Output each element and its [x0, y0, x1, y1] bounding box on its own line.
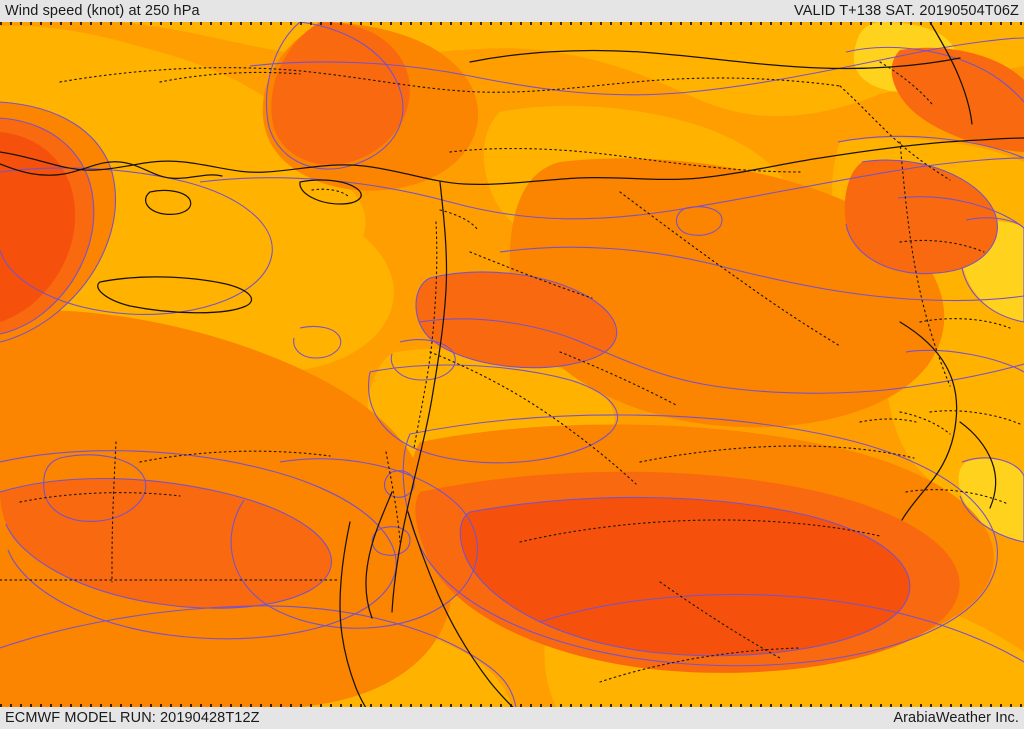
fill-amber-aegean [107, 140, 366, 284]
border-iran-iraq [899, 141, 951, 387]
iso-syria-band [419, 318, 1024, 394]
isotach-contour-layer [0, 22, 1024, 707]
coast-gulf [899, 321, 958, 521]
fill-orange-iraq [509, 158, 945, 428]
coast-caspian [929, 22, 973, 125]
provider-credit: ArabiaWeather Inc. [893, 710, 1019, 726]
border-turkey-east [839, 85, 951, 181]
iso-sa-1 [402, 414, 998, 667]
coast-redsea-e [407, 511, 514, 707]
coast-aegean-isl [145, 189, 192, 216]
coast-levant [391, 181, 448, 613]
border-israel-jordan [413, 221, 438, 449]
border-egypt-libya [111, 441, 117, 583]
fill-deep-levant [416, 272, 617, 368]
fill-deep-turkeyne [271, 22, 410, 165]
iso-egypt-blob [43, 454, 147, 522]
iso-east-1 [837, 135, 1024, 159]
border-armenia [879, 61, 933, 105]
fill-deep-east2 [844, 160, 998, 274]
iso-turkey-n [249, 37, 1024, 96]
border-greece-turkey [159, 71, 301, 83]
footer-bar: ECMWF MODEL RUN: 20190428T12Z ArabiaWeat… [0, 707, 1024, 729]
national-border-layer [0, 61, 1021, 683]
iso-deep-turkey [265, 22, 404, 170]
fill-red-sa-core [460, 497, 910, 656]
fill-yellow-east3 [966, 488, 1024, 534]
border-jordan-saudi [429, 351, 637, 485]
border-egypt-israel [385, 451, 401, 543]
map-bottom-tick-ruler [0, 704, 1024, 707]
iso-ne-1 [845, 159, 998, 275]
border-syria-turkey [449, 147, 801, 173]
valid-time-label: VALID T+138 SAT. 20190504T06Z [794, 3, 1019, 19]
iso-iraq-mid [499, 246, 1024, 302]
border-egypt-interior [139, 450, 331, 463]
coast-blacksea [469, 49, 961, 70]
fill-red-nwsea [0, 132, 76, 322]
iso-sa-2 [459, 496, 911, 657]
iso-jordan [368, 364, 618, 464]
border-sa-interior1 [519, 519, 881, 543]
wind-speed-contour-map [0, 22, 1024, 707]
iso-small-2 [293, 325, 342, 359]
iso-nw-sea-2 [0, 101, 116, 343]
border-iran-interior4 [905, 489, 1009, 505]
coast-cyprus [299, 179, 362, 205]
coast-greece [0, 161, 223, 179]
map-canvas[interactable] [0, 22, 1024, 707]
page-title: Wind speed (knot) at 250 hPa [5, 3, 200, 19]
iso-small-3 [675, 206, 723, 236]
coast-redsea-w [339, 521, 367, 707]
coast-crete [97, 276, 252, 314]
iso-east-3 [905, 349, 1024, 373]
iso-aegean [0, 167, 273, 315]
coast-sinai-west [365, 491, 393, 619]
border-syria-iraq [619, 191, 841, 347]
iso-turkey-s [199, 157, 1024, 220]
iso-sa-south [539, 594, 1024, 663]
map-top-tick-ruler [0, 22, 1024, 25]
iso-east-y2 [959, 457, 1024, 543]
border-iran-interior2 [919, 318, 1011, 329]
border-lebanon [439, 209, 479, 231]
iso-small-5 [383, 470, 415, 498]
iso-east-2 [897, 196, 1024, 229]
contour-fill-layer [0, 22, 1024, 707]
iso-nw-sea-1 [0, 117, 95, 335]
coastline-layer [0, 22, 1024, 707]
border-iraq-kuwait [899, 411, 951, 435]
header-bar: Wind speed (knot) at 250 hPa VALID T+138… [0, 0, 1024, 22]
border-saudi-kuwait [859, 418, 917, 423]
iso-ne-2 [845, 46, 1024, 103]
border-sa-interior2 [659, 581, 781, 659]
border-cyprus-line [311, 188, 349, 197]
coast-gulf2 [959, 421, 997, 509]
iso-small-1 [390, 339, 456, 381]
border-syria-jordan [469, 251, 593, 299]
border-turkey-north [59, 67, 841, 93]
border-libya-interior [19, 492, 181, 503]
fill-deep-medstrip [0, 478, 332, 609]
border-jordan-iraq [559, 351, 679, 407]
coast-anatolia-south [0, 137, 1024, 185]
iso-redsea-blob [230, 458, 479, 629]
model-run-label: ECMWF MODEL RUN: 20190428T12Z [5, 710, 260, 726]
iso-levant-lobe [415, 271, 618, 369]
iso-egypt-strip-a [0, 478, 332, 609]
iso-sw [0, 605, 517, 707]
